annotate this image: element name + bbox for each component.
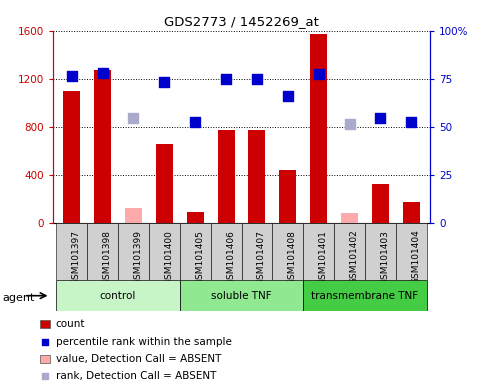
Text: GSM101404: GSM101404 <box>412 230 420 285</box>
Point <box>68 73 75 79</box>
Bar <box>180 223 211 280</box>
Bar <box>372 184 389 223</box>
Point <box>160 79 168 85</box>
Point <box>408 119 415 125</box>
Bar <box>403 202 420 223</box>
Bar <box>310 34 327 223</box>
Point <box>41 339 48 345</box>
Point <box>253 76 261 83</box>
Point <box>99 70 106 76</box>
Point <box>284 93 292 99</box>
Bar <box>248 130 266 223</box>
Text: GSM101406: GSM101406 <box>226 230 235 285</box>
Bar <box>149 223 180 280</box>
Bar <box>40 320 50 328</box>
Bar <box>187 212 204 223</box>
Bar <box>40 355 50 362</box>
Bar <box>125 208 142 223</box>
Bar <box>217 130 235 223</box>
Text: GSM101400: GSM101400 <box>164 230 173 285</box>
Text: GSM101399: GSM101399 <box>133 230 142 285</box>
Bar <box>211 223 242 280</box>
Bar <box>279 170 296 223</box>
Text: GSM101401: GSM101401 <box>319 230 327 285</box>
Bar <box>87 223 118 280</box>
Bar <box>56 280 180 311</box>
Bar <box>303 223 334 280</box>
Text: GSM101408: GSM101408 <box>288 230 297 285</box>
Text: GSM101397: GSM101397 <box>71 230 81 285</box>
Text: count: count <box>56 319 85 329</box>
Text: percentile rank within the sample: percentile rank within the sample <box>56 337 231 347</box>
Bar <box>303 280 427 311</box>
Point <box>129 115 137 121</box>
Bar <box>341 212 358 223</box>
Text: rank, Detection Call = ABSENT: rank, Detection Call = ABSENT <box>56 371 216 381</box>
Text: agent: agent <box>2 293 35 303</box>
Text: transmembrane TNF: transmembrane TNF <box>312 291 419 301</box>
Text: GSM101403: GSM101403 <box>381 230 389 285</box>
Bar <box>156 144 173 223</box>
Bar <box>334 223 365 280</box>
Text: GSM101402: GSM101402 <box>350 230 358 285</box>
Text: value, Detection Call = ABSENT: value, Detection Call = ABSENT <box>56 354 221 364</box>
Bar <box>180 280 303 311</box>
Text: GSM101398: GSM101398 <box>102 230 112 285</box>
Text: GSM101405: GSM101405 <box>195 230 204 285</box>
Point <box>41 373 48 379</box>
Bar <box>365 223 396 280</box>
Point <box>191 119 199 125</box>
Text: soluble TNF: soluble TNF <box>211 291 272 301</box>
Bar <box>94 70 111 223</box>
Point <box>315 71 323 77</box>
Text: control: control <box>100 291 136 301</box>
Bar <box>63 91 80 223</box>
Point <box>222 76 230 83</box>
Point <box>346 121 354 127</box>
Text: GSM101407: GSM101407 <box>257 230 266 285</box>
Bar <box>396 223 427 280</box>
Bar <box>118 223 149 280</box>
Point <box>377 115 384 121</box>
Title: GDS2773 / 1452269_at: GDS2773 / 1452269_at <box>164 15 319 28</box>
Bar <box>56 223 87 280</box>
Bar <box>272 223 303 280</box>
Bar <box>242 223 272 280</box>
